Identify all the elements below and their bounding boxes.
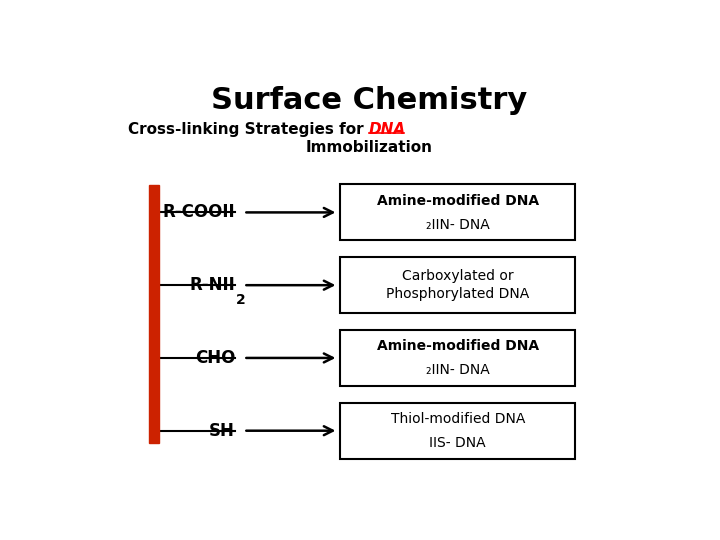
- Bar: [340, 330, 575, 386]
- Text: SH: SH: [210, 422, 235, 440]
- Bar: [340, 257, 575, 313]
- Text: Amine-modified DNA: Amine-modified DNA: [377, 194, 539, 208]
- Bar: [149, 185, 159, 443]
- Text: 2: 2: [236, 293, 246, 307]
- Text: R-COOII: R-COOII: [163, 204, 235, 221]
- Text: Surface Chemistry: Surface Chemistry: [211, 86, 527, 114]
- Bar: [340, 184, 575, 240]
- Text: IIS- DNA: IIS- DNA: [429, 436, 486, 450]
- Text: ₂IIN- DNA: ₂IIN- DNA: [426, 363, 490, 377]
- Text: Thiol-modified DNA: Thiol-modified DNA: [390, 412, 525, 426]
- Text: DNA: DNA: [369, 122, 406, 137]
- Text: ₂IIN- DNA: ₂IIN- DNA: [426, 218, 490, 232]
- Text: Carboxylated or
Phosphorylated DNA: Carboxylated or Phosphorylated DNA: [386, 269, 529, 301]
- Bar: [340, 403, 575, 459]
- Text: Immobilization: Immobilization: [305, 140, 433, 156]
- Text: Cross-linking Strategies for: Cross-linking Strategies for: [128, 122, 369, 137]
- Text: R-NII: R-NII: [189, 276, 235, 294]
- Text: Amine-modified DNA: Amine-modified DNA: [377, 339, 539, 353]
- Text: CHO: CHO: [194, 349, 235, 367]
